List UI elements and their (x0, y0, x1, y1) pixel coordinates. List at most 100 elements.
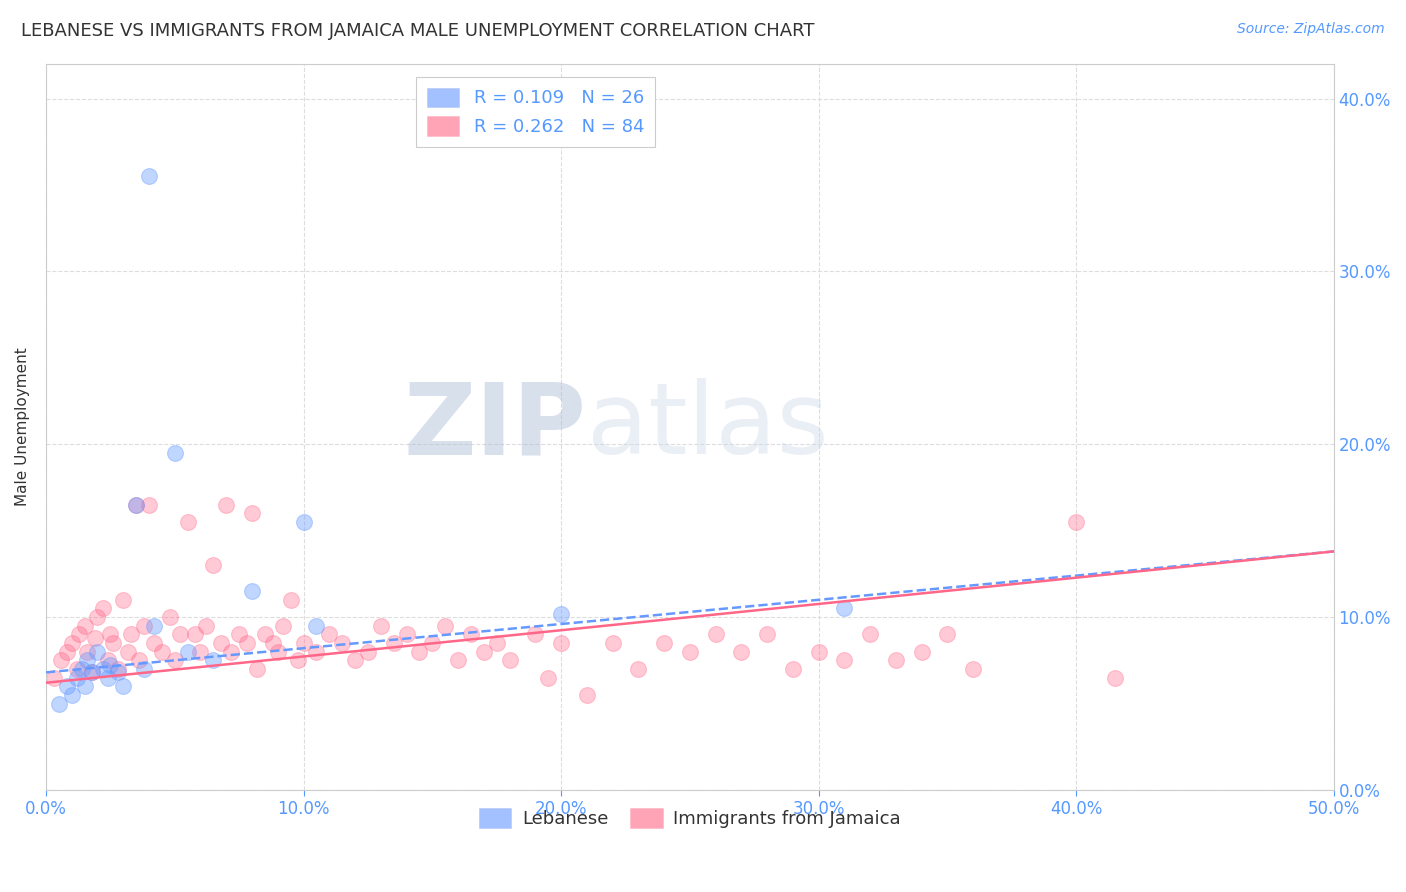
Point (370, 618, 392, 632)
Point (280, 592, 302, 607)
Point (190, 645, 212, 659)
Point (807, 645, 830, 659)
Point (169, 627, 191, 641)
Point (150, 645, 173, 659)
Point (66, 662, 89, 676)
Point (51, 653, 73, 667)
Point (834, 653, 856, 667)
Point (550, 607, 572, 621)
Point (42, 671, 65, 685)
Point (447, 653, 470, 667)
Point (86, 610, 108, 624)
Point (98, 658, 121, 673)
Point (73, 618, 96, 632)
Point (132, 618, 155, 632)
Point (652, 636, 675, 650)
Point (82, 665, 104, 680)
Point (627, 662, 650, 676)
Point (73, 679, 96, 693)
Point (97, 653, 120, 667)
Point (246, 662, 269, 676)
Point (107, 662, 129, 676)
Point (176, 645, 198, 659)
Point (292, 515, 315, 529)
Point (936, 627, 959, 641)
Point (117, 645, 139, 659)
Point (253, 627, 276, 641)
Point (679, 645, 702, 659)
Point (228, 627, 250, 641)
Text: ZIP: ZIP (404, 378, 586, 475)
Point (287, 653, 309, 667)
Point (176, 515, 198, 529)
Point (420, 636, 443, 650)
Point (125, 498, 148, 512)
Point (408, 645, 430, 659)
Point (498, 653, 520, 667)
Point (163, 446, 186, 460)
Point (782, 662, 804, 676)
Point (48, 697, 70, 711)
Point (756, 627, 779, 641)
Point (209, 636, 232, 650)
Point (202, 558, 225, 573)
Point (55, 679, 77, 693)
Point (305, 618, 328, 632)
Point (163, 653, 186, 667)
Point (82, 665, 104, 680)
Point (305, 645, 328, 659)
Point (221, 645, 243, 659)
Point (215, 498, 238, 512)
Point (382, 636, 405, 650)
Point (91, 662, 114, 676)
Point (1104, 671, 1126, 685)
Point (143, 618, 166, 632)
Point (132, 662, 155, 676)
Text: atlas: atlas (586, 378, 828, 475)
Point (271, 618, 294, 632)
Point (834, 601, 856, 615)
Point (125, 498, 148, 512)
Point (138, 498, 160, 512)
Point (60, 688, 83, 702)
Point (202, 653, 225, 667)
Point (262, 636, 284, 650)
Point (60, 636, 83, 650)
Point (240, 507, 263, 521)
Point (704, 627, 727, 641)
Point (730, 645, 752, 659)
Point (524, 627, 547, 641)
Point (460, 627, 482, 641)
Point (128, 653, 150, 667)
Point (138, 169, 160, 184)
Point (91, 601, 114, 615)
Point (537, 671, 560, 685)
Point (292, 636, 315, 650)
Point (962, 662, 984, 676)
Point (83, 631, 105, 645)
Point (910, 645, 932, 659)
Point (120, 627, 142, 641)
Point (112, 679, 135, 693)
Point (66, 671, 89, 685)
Point (318, 627, 340, 641)
Y-axis label: Male Unemployment: Male Unemployment (15, 348, 30, 507)
Point (184, 627, 207, 641)
Text: LEBANESE VS IMMIGRANTS FROM JAMAICA MALE UNEMPLOYMENT CORRELATION CHART: LEBANESE VS IMMIGRANTS FROM JAMAICA MALE… (21, 22, 814, 40)
Point (602, 636, 624, 650)
Point (107, 665, 129, 680)
Point (76, 653, 98, 667)
Point (86, 645, 108, 659)
Text: Source: ZipAtlas.com: Source: ZipAtlas.com (1237, 22, 1385, 37)
Point (159, 610, 181, 624)
Point (70, 662, 93, 676)
Point (357, 645, 380, 659)
Point (69, 627, 91, 641)
Point (343, 653, 366, 667)
Point (236, 636, 259, 650)
Point (1064, 515, 1087, 529)
Point (240, 584, 263, 599)
Point (859, 627, 882, 641)
Point (550, 636, 572, 650)
Point (98, 627, 121, 641)
